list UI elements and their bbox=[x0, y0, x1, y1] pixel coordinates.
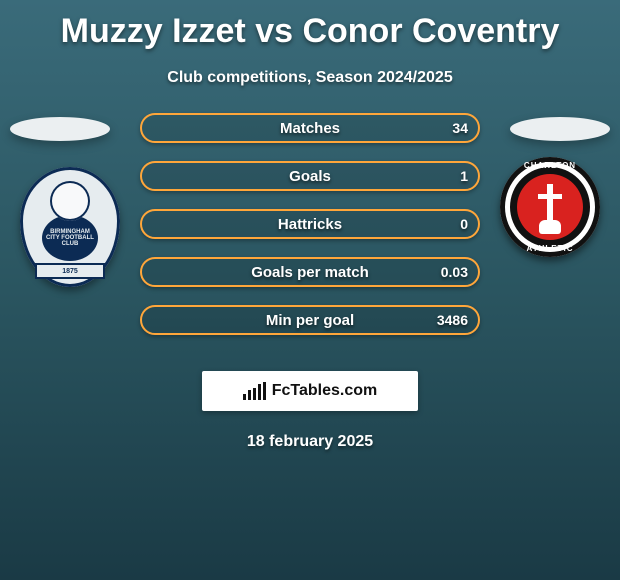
date-text: 18 february 2025 bbox=[0, 433, 620, 451]
comparison-arena: BIRMINGHAM CITY FOOTBALL CLUB 1875 CHARL… bbox=[0, 107, 620, 347]
ribbon-icon: 1875 bbox=[35, 263, 105, 279]
crest-top-text: CHARLTON bbox=[500, 161, 600, 170]
club-crest-left: BIRMINGHAM CITY FOOTBALL CLUB 1875 bbox=[20, 167, 120, 297]
stat-label: Goals bbox=[142, 163, 478, 189]
disc-icon: CHARLTON ATHLETIC bbox=[500, 157, 600, 257]
stat-label: Hattricks bbox=[142, 211, 478, 237]
stat-bar: Hattricks 0 bbox=[140, 209, 480, 239]
stat-label: Matches bbox=[142, 115, 478, 141]
stat-label: Min per goal bbox=[142, 307, 478, 333]
globe-icon: BIRMINGHAM CITY FOOTBALL CLUB bbox=[42, 215, 98, 261]
stat-right-value: 3486 bbox=[437, 307, 468, 333]
stat-right-value: 1 bbox=[460, 163, 468, 189]
stat-bars: Matches 34 Goals 1 Hattricks 0 Goals per… bbox=[140, 113, 480, 335]
stat-bar: Goals per match 0.03 bbox=[140, 257, 480, 287]
stat-bar: Min per goal 3486 bbox=[140, 305, 480, 335]
crest-bottom-text: ATHLETIC bbox=[500, 244, 600, 253]
ball-icon bbox=[50, 181, 90, 221]
brand-text: FcTables.com bbox=[272, 382, 378, 400]
page-title: Muzzy Izzet vs Conor Coventry bbox=[0, 0, 620, 51]
page-subtitle: Club competitions, Season 2024/2025 bbox=[0, 69, 620, 87]
stat-right-value: 0 bbox=[460, 211, 468, 237]
shield-icon: BIRMINGHAM CITY FOOTBALL CLUB 1875 bbox=[20, 167, 120, 287]
brand-logo[interactable]: FcTables.com bbox=[202, 371, 418, 411]
stat-right-value: 0.03 bbox=[441, 259, 468, 285]
bar-chart-icon bbox=[243, 382, 266, 400]
stat-right-value: 34 bbox=[452, 115, 468, 141]
player-shadow-right bbox=[510, 117, 610, 141]
stat-bar: Goals 1 bbox=[140, 161, 480, 191]
player-shadow-left bbox=[10, 117, 110, 141]
disc-inner-icon bbox=[517, 174, 583, 240]
stat-label: Goals per match bbox=[142, 259, 478, 285]
hand-icon bbox=[539, 220, 561, 234]
stat-bar: Matches 34 bbox=[140, 113, 480, 143]
club-crest-right: CHARLTON ATHLETIC bbox=[500, 157, 600, 257]
